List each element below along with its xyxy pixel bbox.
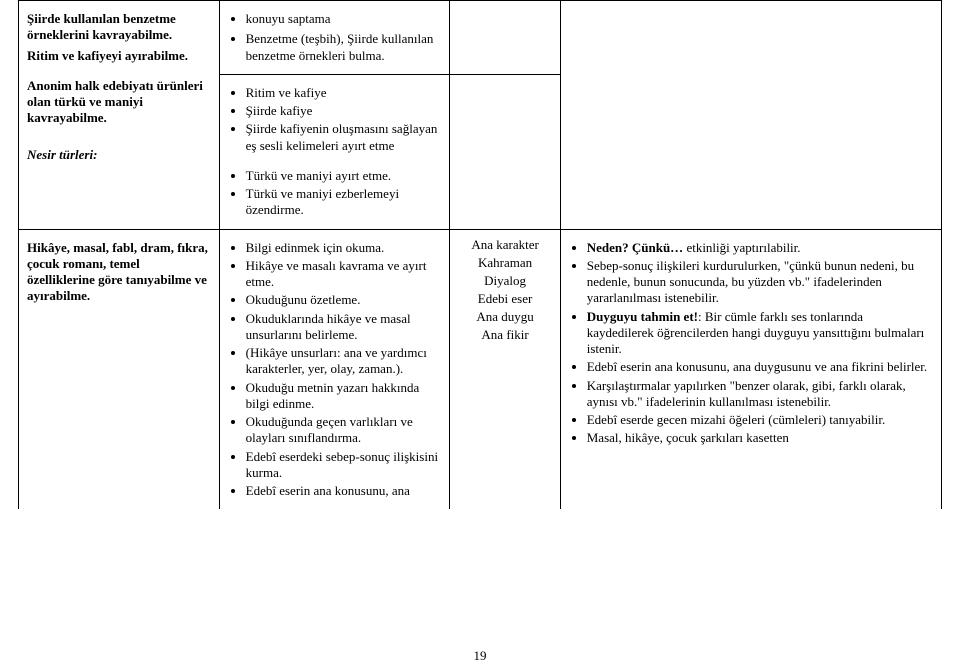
list-item: Sebep-sonuç ilişkileri kurdurulurken, "ç… [587, 258, 933, 307]
objective-heading: Nesir türleri: [27, 147, 211, 163]
keyword: Ana karakter [458, 236, 551, 254]
cell-objectives-bottom: Hikâye, masal, fabl, dram, fıkra, çocuk … [19, 229, 220, 509]
list-item: Karşılaştırmalar yapılırken "benzer olar… [587, 378, 933, 411]
list-item: Edebî eserdeki sebep-sonuç ilişkisini ku… [246, 449, 442, 482]
list-item: Edebî eserde gecen mizahi öğeleri (cümle… [587, 412, 933, 428]
activity-list: konuyu saptama [228, 11, 442, 27]
list-item: Ritim ve kafiye [246, 85, 442, 101]
page-number: 19 [0, 648, 960, 664]
cell-activities-bottom: Bilgi edinmek için okuma. Hikâye ve masa… [219, 229, 450, 509]
cell-activities-top-b: Ritim ve kafiye Şiirde kafiye Şiirde kaf… [219, 74, 450, 229]
keyword: Ana duygu [458, 308, 551, 326]
cell-notes-top [560, 1, 941, 230]
notes-list: Neden? Çünkü… etkinliği yaptırılabilir. … [569, 240, 933, 447]
objective-text: Anonim halk edebiyatı ürünleri olan türk… [27, 78, 211, 127]
list-item: Türkü ve maniyi ayırt etme. [246, 168, 442, 184]
list-item: Hikâye ve masalı kavrama ve ayırt etme. [246, 258, 442, 291]
list-item: Duyguyu tahmin et!: Bir cümle farklı ses… [587, 309, 933, 358]
cell-notes-bottom: Neden? Çünkü… etkinliği yaptırılabilir. … [560, 229, 941, 509]
keyword: Edebi eser [458, 290, 551, 308]
keyword: Kahraman [458, 254, 551, 272]
list-item: konuyu saptama [246, 11, 442, 27]
note-bold: Duyguyu tahmin et! [587, 309, 698, 324]
list-item: Okuduğunda geçen varlıkları ve olayları … [246, 414, 442, 447]
list-item: Neden? Çünkü… etkinliği yaptırılabilir. [587, 240, 933, 256]
note-text: etkinliği yaptırılabilir. [683, 240, 800, 255]
list-item: Bilgi edinmek için okuma. [246, 240, 442, 256]
activity-list: Ritim ve kafiye Şiirde kafiye Şiirde kaf… [228, 85, 442, 154]
objective-text: Şiirde kullanılan benzetme örneklerini k… [27, 11, 211, 44]
table-row: Hikâye, masal, fabl, dram, fıkra, çocuk … [19, 229, 942, 509]
list-item: Okuduğunu özetleme. [246, 292, 442, 308]
list-item: Şiirde kafiye [246, 103, 442, 119]
list-item: Benzetme (teşbih), Şiirde kullanılan ben… [246, 31, 442, 64]
list-item: (Hikâye unsurları: ana ve yardımcı karak… [246, 345, 442, 378]
cell-keywords-top-b [450, 74, 560, 229]
note-bold: Neden? Çünkü… [587, 240, 683, 255]
activity-list: Benzetme (teşbih), Şiirde kullanılan ben… [228, 31, 442, 64]
cell-activities-top-a: konuyu saptama Benzetme (teşbih), Şiirde… [219, 1, 450, 75]
list-item: Edebî eserin ana konusunu, ana duygusunu… [587, 359, 933, 375]
page-root: Şiirde kullanılan benzetme örneklerini k… [0, 0, 960, 670]
activity-list: Türkü ve maniyi ayırt etme. Türkü ve man… [228, 168, 442, 219]
cell-objectives-top: Şiirde kullanılan benzetme örneklerini k… [19, 1, 220, 230]
cell-keywords-bottom: Ana karakter Kahraman Diyalog Edebi eser… [450, 229, 560, 509]
list-item: Okuduğu metnin yazarı hakkında bilgi edi… [246, 380, 442, 413]
table-row: Şiirde kullanılan benzetme örneklerini k… [19, 1, 942, 75]
keyword: Diyalog [458, 272, 551, 290]
content-table: Şiirde kullanılan benzetme örneklerini k… [18, 0, 942, 509]
cell-keywords-top-a [450, 1, 560, 75]
list-item: Şiirde kafiyenin oluşmasını sağlayan eş … [246, 121, 442, 154]
objective-text: Ritim ve kafiyeyi ayırabilme. [27, 48, 211, 64]
activity-list: Bilgi edinmek için okuma. Hikâye ve masa… [228, 240, 442, 500]
keyword-block: Ana karakter Kahraman Diyalog Edebi eser… [458, 236, 551, 345]
keyword: Ana fikir [458, 326, 551, 344]
list-item: Masal, hikâye, çocuk şarkıları kasetten [587, 430, 933, 446]
list-item: Türkü ve maniyi ezberlemeyi özendirme. [246, 186, 442, 219]
objective-text: Hikâye, masal, fabl, dram, fıkra, çocuk … [27, 240, 211, 305]
list-item: Okuduklarında hikâye ve masal unsurların… [246, 311, 442, 344]
list-item: Edebî eserin ana konusunu, ana [246, 483, 442, 499]
